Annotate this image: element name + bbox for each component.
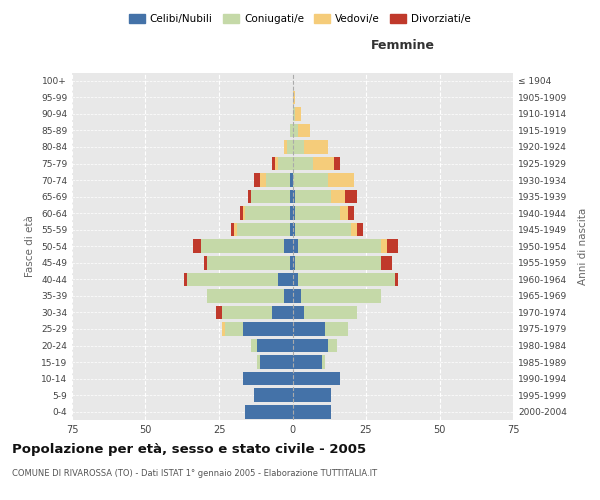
Bar	[193, 240, 202, 253]
Bar	[251, 190, 290, 203]
Legend: Celibi/Nubili, Coniugati/e, Vedovi/e, Divorziati/e: Celibi/Nubili, Coniugati/e, Vedovi/e, Di…	[125, 10, 475, 29]
Bar	[293, 240, 298, 253]
Bar	[290, 206, 293, 220]
Bar	[278, 156, 293, 170]
Bar	[381, 256, 392, 270]
Bar	[254, 388, 293, 402]
Bar	[266, 174, 290, 187]
Bar	[298, 124, 310, 137]
Bar	[357, 223, 363, 236]
Bar	[293, 322, 325, 336]
Bar	[290, 256, 293, 270]
Bar	[245, 206, 290, 220]
Bar	[284, 240, 293, 253]
Bar	[313, 156, 334, 170]
Bar	[349, 206, 354, 220]
Bar	[386, 240, 398, 253]
Bar	[204, 256, 207, 270]
Bar	[239, 206, 242, 220]
Bar	[298, 240, 381, 253]
Bar	[260, 174, 266, 187]
Bar	[293, 107, 295, 120]
Bar	[293, 388, 331, 402]
Bar	[242, 372, 293, 386]
Bar	[236, 223, 290, 236]
Text: Popolazione per età, sesso e stato civile - 2005: Popolazione per età, sesso e stato civil…	[12, 442, 366, 456]
Bar	[222, 306, 272, 319]
Bar	[301, 289, 381, 302]
Text: Femmine: Femmine	[371, 38, 435, 52]
Bar	[395, 272, 398, 286]
Bar	[293, 190, 295, 203]
Bar	[202, 240, 284, 253]
Bar	[293, 339, 328, 352]
Bar	[248, 190, 251, 203]
Bar	[184, 272, 187, 286]
Bar	[278, 272, 293, 286]
Bar	[216, 306, 222, 319]
Bar	[293, 272, 298, 286]
Bar	[334, 156, 340, 170]
Bar	[287, 140, 293, 153]
Bar	[272, 156, 275, 170]
Bar	[275, 156, 278, 170]
Bar	[293, 156, 313, 170]
Bar	[245, 405, 293, 418]
Bar	[304, 306, 357, 319]
Bar	[304, 140, 328, 153]
Bar	[254, 174, 260, 187]
Bar	[328, 174, 354, 187]
Bar	[381, 240, 386, 253]
Bar	[231, 223, 234, 236]
Bar	[293, 356, 322, 369]
Bar	[298, 272, 395, 286]
Bar	[293, 174, 328, 187]
Bar	[293, 140, 304, 153]
Bar	[325, 322, 349, 336]
Bar	[284, 289, 293, 302]
Text: COMUNE DI RIVAROSSA (TO) - Dati ISTAT 1° gennaio 2005 - Elaborazione TUTTITALIA.: COMUNE DI RIVAROSSA (TO) - Dati ISTAT 1°…	[12, 469, 377, 478]
Bar	[251, 339, 257, 352]
Bar	[352, 223, 357, 236]
Bar	[207, 289, 284, 302]
Bar	[187, 272, 278, 286]
Bar	[293, 289, 301, 302]
Bar	[272, 306, 293, 319]
Bar	[293, 206, 295, 220]
Y-axis label: Anni di nascita: Anni di nascita	[578, 208, 588, 285]
Bar	[225, 322, 242, 336]
Bar	[295, 107, 301, 120]
Bar	[290, 223, 293, 236]
Bar	[207, 256, 290, 270]
Bar	[290, 124, 293, 137]
Bar	[295, 190, 331, 203]
Bar	[260, 356, 293, 369]
Bar	[257, 339, 293, 352]
Bar	[242, 206, 245, 220]
Bar	[293, 124, 298, 137]
Bar	[293, 405, 331, 418]
Bar	[293, 372, 340, 386]
Bar	[328, 339, 337, 352]
Bar	[284, 140, 287, 153]
Bar	[242, 322, 293, 336]
Bar	[340, 206, 349, 220]
Bar	[295, 206, 340, 220]
Bar	[290, 190, 293, 203]
Bar	[346, 190, 357, 203]
Bar	[293, 90, 295, 104]
Bar	[295, 256, 381, 270]
Bar	[222, 322, 225, 336]
Bar	[331, 190, 346, 203]
Bar	[293, 306, 304, 319]
Bar	[290, 174, 293, 187]
Bar	[257, 356, 260, 369]
Bar	[322, 356, 325, 369]
Bar	[234, 223, 236, 236]
Bar	[295, 223, 352, 236]
Bar	[293, 256, 295, 270]
Y-axis label: Fasce di età: Fasce di età	[25, 216, 35, 277]
Bar	[293, 223, 295, 236]
